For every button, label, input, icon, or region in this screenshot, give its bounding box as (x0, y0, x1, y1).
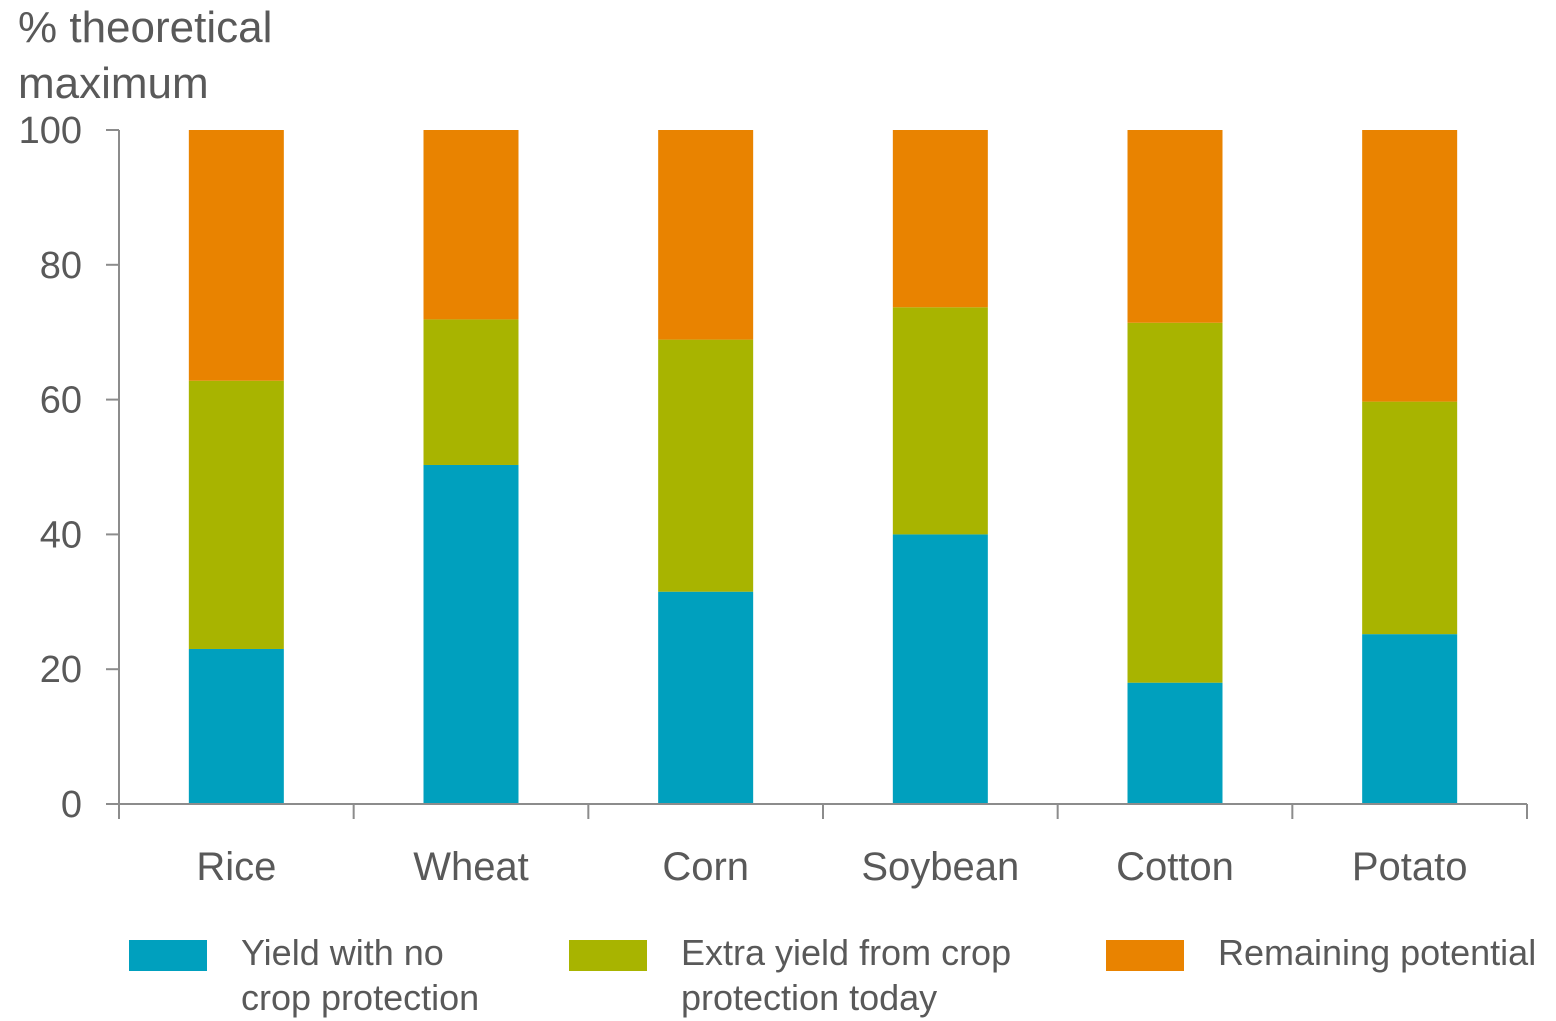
legend-label-yield-no-protection: Yield with no crop protection (241, 930, 479, 1020)
bar-soybean-series-3 (892, 130, 988, 308)
y-tick-label-40: 40 (40, 514, 82, 556)
legend-label-line-2: crop protection (241, 977, 480, 1018)
bar-potato-series-2 (1362, 401, 1458, 635)
bar-corn-series-2 (658, 339, 754, 592)
y-tick-label-60: 60 (40, 380, 82, 422)
y-tick-label-20: 20 (40, 649, 82, 691)
legend-label-line-1: Remaining potential (1218, 932, 1537, 973)
y-axis-title-line-1: % theoretical (18, 3, 273, 52)
y-tick-label-100: 100 (19, 110, 82, 152)
bar-wheat-series-3 (423, 130, 519, 320)
bar-soybean-series-2 (892, 307, 988, 535)
bar-rice-series-3 (188, 130, 284, 381)
bar-wheat-series-1 (423, 464, 519, 804)
legend-swatch-teal (129, 940, 207, 971)
bar-potato-series-3 (1362, 130, 1458, 402)
bar-corn-series-1 (658, 591, 754, 804)
x-category-label-wheat: Wheat (413, 845, 529, 889)
legend-label-line-2: protection today (681, 977, 938, 1018)
legend-label-line-1: Yield with no (241, 932, 444, 973)
y-tick-label-0: 0 (61, 784, 82, 826)
bar-soybean-series-1 (892, 534, 988, 804)
bar-wheat-series-2 (423, 319, 519, 465)
legend-label-remaining-potential: Remaining potential (1218, 930, 1536, 975)
bar-corn-series-3 (658, 130, 754, 340)
bar-potato-series-1 (1362, 634, 1458, 804)
bar-cotton-series-3 (1127, 130, 1223, 323)
x-category-label-cotton: Cotton (1116, 845, 1234, 889)
x-category-label-corn: Corn (662, 845, 749, 889)
y-tick-label-80: 80 (40, 245, 82, 287)
legend-label-extra-yield: Extra yield from crop protection today (681, 930, 1011, 1020)
legend-label-line-1: Extra yield from crop (681, 932, 1012, 973)
bar-rice-series-1 (188, 648, 284, 804)
bar-cotton-series-2 (1127, 322, 1223, 683)
legend-swatch-orange (1106, 940, 1184, 971)
x-category-label-rice: Rice (196, 845, 276, 889)
x-category-label-potato: Potato (1352, 845, 1468, 889)
y-axis-title-line-2: maximum (18, 59, 209, 108)
legend-swatch-green (569, 940, 647, 971)
bar-cotton-series-1 (1127, 682, 1223, 804)
x-category-label-soybean: Soybean (861, 845, 1019, 889)
bar-rice-series-2 (188, 380, 284, 649)
